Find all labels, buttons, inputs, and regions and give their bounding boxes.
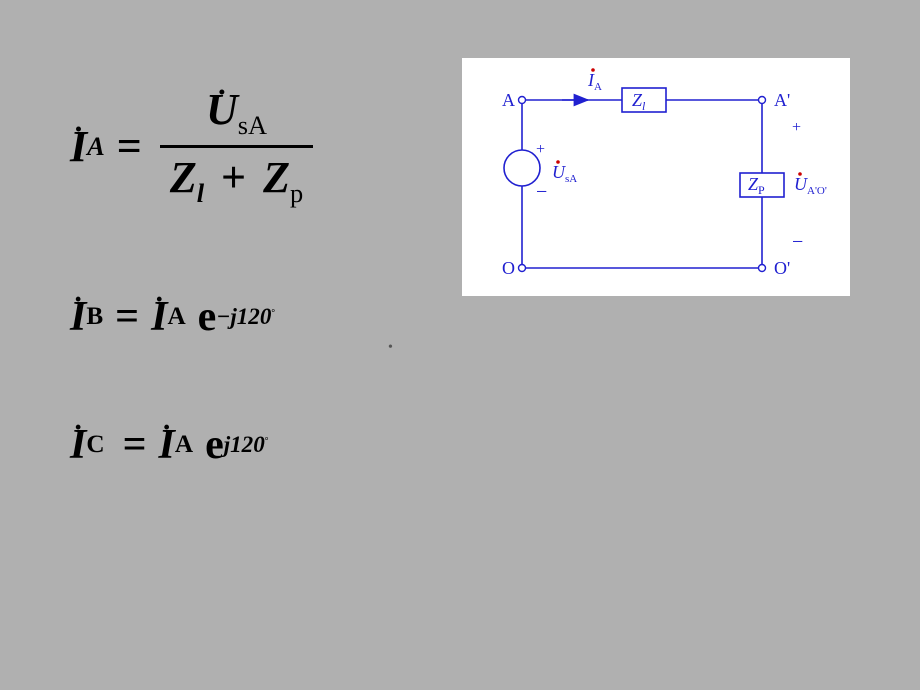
subscript: A — [87, 131, 105, 162]
degree-sign: ° — [271, 307, 275, 317]
label-IA: IA — [587, 70, 602, 93]
subscript: B — [86, 303, 103, 331]
var-I-B: · I — [70, 293, 86, 341]
label-UAOprime: UA'O' — [794, 174, 827, 197]
phasor-dot: · — [73, 284, 83, 317]
equation-2: · I B = · I A e−j120° — [70, 293, 319, 341]
source-plus: + — [536, 141, 545, 158]
equals-sign: = — [123, 421, 147, 469]
exp-text: −j120 — [216, 303, 271, 329]
node-Oprime: O' — [774, 258, 790, 278]
exp-base: e — [198, 293, 217, 341]
circuit-svg: A A' O O' Zl ZP + − UsA IA + − UA'O' — [462, 58, 850, 296]
phasor-dot: · — [73, 112, 83, 147]
var-Zp: Z — [263, 153, 290, 202]
numerator: · U sA — [196, 80, 277, 145]
subscript: C — [86, 431, 104, 459]
phasor-dot: · — [217, 75, 227, 110]
var-I-C: · I — [70, 421, 86, 469]
load-plus: + — [792, 119, 801, 136]
exponent: −j120° — [216, 303, 275, 330]
var-I-A: · I — [159, 421, 175, 469]
node-A: A — [502, 90, 515, 110]
label-UsA: UsA — [552, 162, 577, 185]
fraction: · U sA Zl + Zp — [160, 80, 313, 213]
plus-sign: + — [221, 153, 246, 202]
subscript: l — [197, 178, 204, 208]
equation-3: · I C = · I A ej120° — [70, 421, 319, 469]
phasor-dot: · — [162, 412, 172, 445]
equals-sign: = — [117, 121, 142, 172]
node-Aprime: A' — [774, 90, 790, 110]
subscript: p — [290, 178, 303, 208]
var-I-A: · I — [70, 121, 87, 172]
var-U-sA: · U — [206, 84, 238, 135]
circuit-diagram: A A' O O' Zl ZP + − UsA IA + − UA'O' — [462, 58, 850, 296]
equals-sign: = — [115, 293, 139, 341]
exp-base: e — [205, 421, 224, 469]
subscript: A — [175, 431, 193, 459]
load-minus: − — [792, 231, 803, 253]
exp-text: j120 — [224, 431, 265, 457]
var-Zl: Z — [170, 153, 197, 202]
subscript: A — [167, 303, 185, 331]
equations-block: · I A = · U sA Zl + Zp · I B = · — [70, 80, 319, 549]
subscript: sA — [238, 110, 267, 140]
source-minus: − — [536, 181, 547, 203]
degree-sign: ° — [265, 435, 269, 445]
phasor-dot: · — [154, 284, 164, 317]
equation-1: · I A = · U sA Zl + Zp — [70, 80, 319, 213]
var-I-A: · I — [151, 293, 167, 341]
node-O: O — [502, 258, 515, 278]
denominator: Zl + Zp — [160, 148, 313, 213]
bullet-marker: • — [388, 340, 393, 356]
exponent: j120° — [224, 431, 269, 458]
phasor-dot: · — [73, 412, 83, 445]
